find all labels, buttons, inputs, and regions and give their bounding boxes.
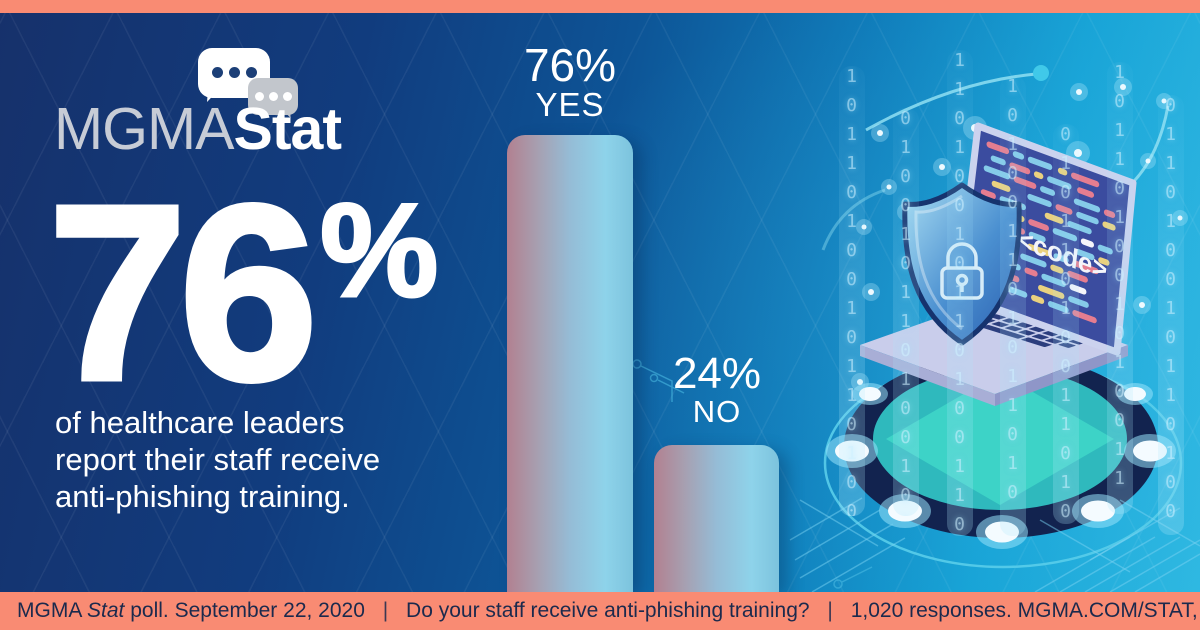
bar-yes-value: 76%	[523, 39, 617, 91]
glow-dots	[851, 78, 1188, 423]
bubble-dots	[248, 92, 298, 101]
stat-description-line: report their staff receive	[55, 442, 381, 477]
arc-end-dot	[1033, 65, 1049, 81]
bubble-dots	[198, 67, 270, 78]
stat-description: of healthcare leaders report their staff…	[55, 404, 380, 515]
stat-value: 76	[45, 153, 320, 432]
binary-stream: 110100101101001101	[947, 50, 973, 536]
footer-poll-brand-italic: Stat	[87, 599, 125, 622]
top-accent-strip	[0, 0, 1200, 13]
corner-lines	[789, 497, 1200, 593]
keyboard-keys	[954, 306, 1097, 348]
footer-bar: MGMA Stat poll. September 22, 2020 | Do …	[0, 592, 1200, 630]
logo-product: Stat	[233, 96, 342, 162]
orbit-arcs	[821, 72, 1170, 251]
bar-yes	[507, 135, 633, 592]
footer-responses: 1,020 responses. MGMA.COM/STAT, #MGMASTA…	[850, 599, 1200, 622]
stat-description-line: anti-phishing training.	[55, 479, 350, 514]
footer-poll-date: poll. September 22, 2020	[130, 599, 365, 622]
footer-text: MGMA Stat poll. September 22, 2020 | Do …	[0, 599, 1200, 623]
binary-stream: 010010110100101	[893, 108, 919, 516]
platform-diamond	[886, 373, 1114, 505]
platform-lights	[826, 383, 1176, 549]
bar-yes-category: YES	[535, 86, 605, 123]
stat-description-line: of healthcare leaders	[55, 405, 345, 440]
code-label: <code>	[1017, 223, 1109, 285]
binary-stream: 010110100110101	[1053, 124, 1079, 524]
stat-percent-sign: %	[319, 177, 440, 325]
bar-label-no: 24% NO	[642, 352, 792, 429]
arc-end-dot	[1112, 190, 1124, 202]
binary-stream: 101101001010011	[1107, 62, 1133, 514]
logo-brand: MGMA	[54, 96, 235, 162]
binary-stream: 101001101011010	[1000, 76, 1026, 536]
footer-divider: |	[827, 599, 833, 622]
code-lines: <code>	[972, 141, 1116, 324]
headline-stat: 76 %	[45, 153, 440, 432]
footer-divider: |	[382, 599, 389, 622]
bar-label-yes: 76% YES	[495, 42, 645, 123]
shield-icon	[902, 182, 1022, 346]
binary-stream: 011010010110100	[1158, 95, 1184, 535]
mgma-stat-logo: MGMAStat	[54, 100, 342, 159]
bar-no	[654, 445, 779, 592]
binary-stream: 101101001011010011	[839, 66, 865, 516]
bar-no-category: NO	[692, 394, 742, 429]
padlock-icon	[940, 242, 984, 300]
laptop-illustration: <code>	[860, 122, 1137, 406]
footer-question: Do your staff receive anti-phishing trai…	[406, 599, 810, 622]
speech-bubble-small-icon	[248, 78, 298, 115]
footer-poll-brand: MGMA	[17, 599, 82, 622]
platform	[823, 354, 1183, 569]
bar-no-value: 24%	[672, 349, 762, 398]
laptop-screen	[954, 122, 1137, 356]
